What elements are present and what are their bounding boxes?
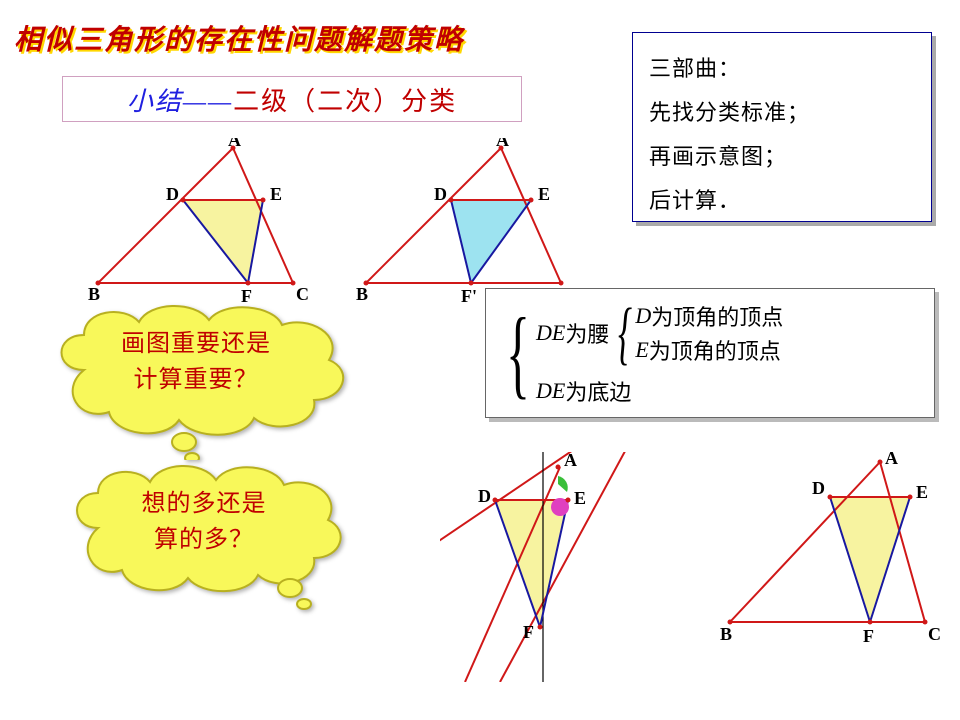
page-title: 相似三角形的存在性问题解题策略 xyxy=(14,18,464,58)
label-A: A xyxy=(564,452,577,470)
label-A: A xyxy=(228,138,241,150)
label-A: A xyxy=(885,452,898,468)
info-box: 三部曲： 先找分类标准； 再画示意图； 后计算． xyxy=(632,32,932,222)
info-line-1: 三部曲： xyxy=(649,47,915,91)
label-F: F xyxy=(863,626,874,646)
label-D: D xyxy=(812,478,825,498)
math-de-2-txt: 为底边 xyxy=(565,375,631,407)
math-sub-e: E xyxy=(635,337,648,363)
diagram-triangle-4: A B C D E F xyxy=(720,452,945,652)
label-E: E xyxy=(574,488,586,508)
math-sub-d-txt: 为顶角的顶点 xyxy=(651,300,783,332)
label-Fp: F' xyxy=(461,286,477,306)
label-A: A xyxy=(496,138,509,150)
diagram-triangle-1: A B C D E F xyxy=(88,138,313,308)
label-F: F xyxy=(523,622,534,642)
math-sub-d: D xyxy=(635,303,651,329)
info-line-2: 先找分类标准； xyxy=(649,91,915,135)
cloud-2 xyxy=(60,460,350,610)
info-line-4: 后计算． xyxy=(649,179,915,223)
cloud-1 xyxy=(44,300,354,460)
info-line-3: 再画示意图； xyxy=(649,135,915,179)
label-E: E xyxy=(916,482,928,502)
label-C: C xyxy=(928,624,941,644)
subtitle-prefix: 小结—— xyxy=(127,81,233,118)
math-sub-e-txt: 为顶角的顶点 xyxy=(649,334,781,366)
math-de-1-txt: 为腰 xyxy=(565,317,609,349)
label-B: B xyxy=(720,624,732,644)
label-E: E xyxy=(270,184,282,204)
label-D: D xyxy=(434,184,447,204)
label-D: D xyxy=(478,486,491,506)
label-E: E xyxy=(538,184,550,204)
diagram-triangle-2: A B C D E F' xyxy=(356,138,581,308)
label-D: D xyxy=(166,184,179,204)
math-de-2: DE xyxy=(536,378,565,404)
math-de-1: DE xyxy=(536,320,565,346)
subtitle-box: 小结—— 二级（二次）分类 xyxy=(62,76,522,122)
label-B: B xyxy=(356,284,368,304)
classification-box: { DE 为腰 { D 为顶角的顶点 E 为顶角的顶点 DE xyxy=(485,288,935,418)
subtitle-main: 二级（二次）分类 xyxy=(233,81,457,118)
diagram-triangle-3: A D E F xyxy=(440,452,660,682)
